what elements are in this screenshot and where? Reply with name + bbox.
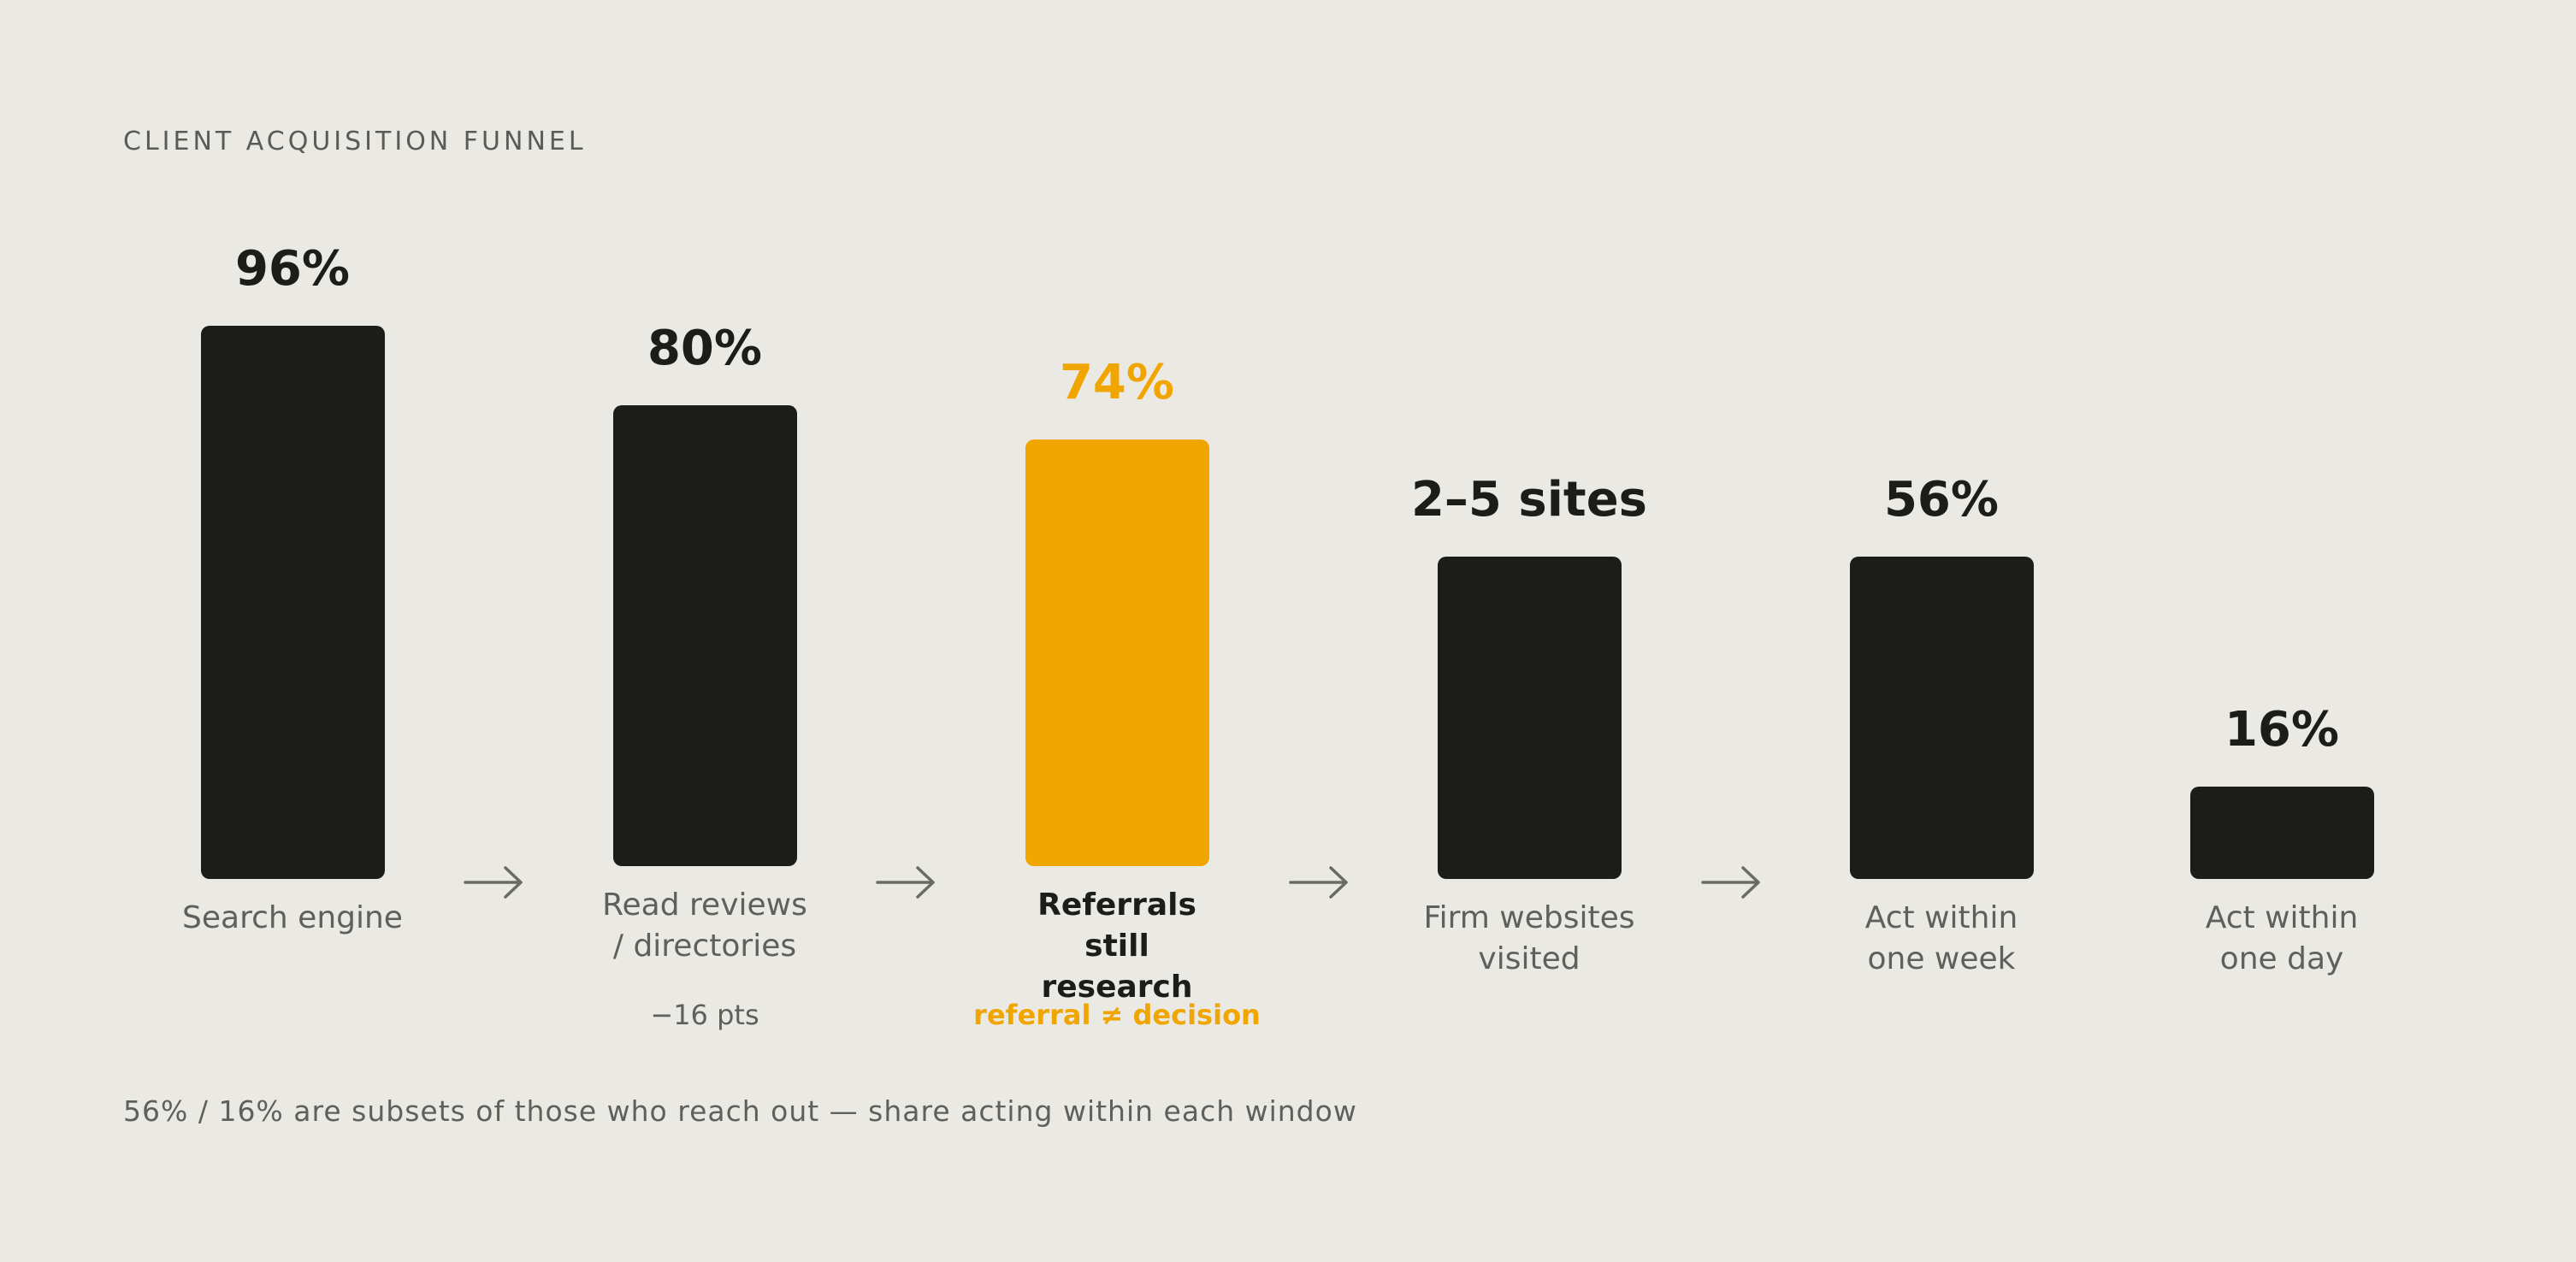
arrow <box>464 866 523 899</box>
bar <box>2189 787 2374 879</box>
value-label: 16% <box>2224 702 2340 758</box>
category-label: Act within one day <box>2205 900 2359 976</box>
chart-title: CLIENT ACQUISITION FUNNEL <box>123 127 587 156</box>
category-label: Referrals still research <box>1037 888 1196 1005</box>
bar <box>612 404 797 866</box>
bar <box>1437 556 1622 879</box>
value-label: 74% <box>1059 355 1175 411</box>
category-label: Act within one week <box>1864 900 2018 976</box>
category-label: Search engine <box>182 900 403 935</box>
footnote: 56% / 16% are subsets of those who reach… <box>123 1094 1357 1128</box>
value-label: 2–5 sites <box>1410 471 1648 528</box>
value-label: 80% <box>647 320 763 376</box>
bar <box>200 325 385 879</box>
value-label: 96% <box>234 240 351 297</box>
bar <box>1025 439 1209 866</box>
category-label: Firm websites visited <box>1423 900 1635 976</box>
bar <box>1849 556 2034 879</box>
annotation: −16 pts <box>650 999 759 1031</box>
value-label: 56% <box>1883 471 2000 528</box>
arrow <box>1289 866 1348 899</box>
arrow <box>876 866 935 899</box>
arrow <box>1701 866 1760 899</box>
category-label: Read reviews / directories <box>602 888 807 964</box>
annotation: referral ≠ decision <box>973 999 1261 1031</box>
